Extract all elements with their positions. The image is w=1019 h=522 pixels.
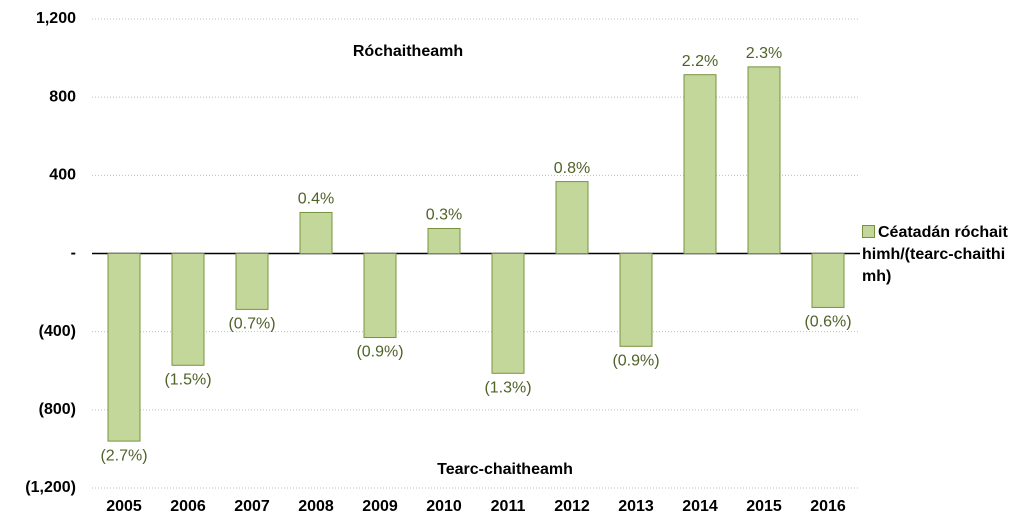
bar (363, 253, 397, 339)
bar (811, 253, 845, 308)
x-tick-label: 2010 (426, 498, 462, 515)
bar (107, 253, 141, 442)
x-tick-label: 2014 (682, 498, 718, 515)
x-tick-label: 2012 (554, 498, 590, 515)
data-label: 2.2% (682, 53, 718, 70)
y-tick-label: 1,200 (36, 10, 76, 27)
bar (235, 253, 269, 310)
bar (619, 253, 653, 347)
x-tick-label: 2008 (298, 498, 334, 515)
x-tick-label: 2016 (810, 498, 846, 515)
y-tick-label: - (71, 245, 76, 262)
data-label: 2.3% (746, 45, 782, 62)
data-label: 0.3% (426, 207, 462, 224)
data-label: (2.7%) (100, 447, 147, 464)
x-tick-label: 2007 (234, 498, 270, 515)
bar (491, 253, 525, 374)
y-tick-label: (400) (39, 323, 76, 340)
data-label: 0.4% (298, 191, 334, 208)
x-tick-label: 2006 (170, 498, 206, 515)
data-label: (0.6%) (804, 314, 851, 331)
data-label: 0.8% (554, 160, 590, 177)
annotation: Tearc-chaitheamh (437, 461, 573, 478)
bar (683, 74, 717, 254)
x-tick-label: 2011 (491, 498, 526, 515)
data-label: (1.3%) (484, 380, 531, 397)
x-tick-label: 2005 (106, 498, 142, 515)
data-label: (0.7%) (228, 316, 275, 333)
data-label: (0.9%) (612, 353, 659, 370)
data-label: (1.5%) (164, 371, 211, 388)
bar (747, 66, 781, 254)
y-tick-label: (800) (39, 401, 76, 418)
y-tick-label: (1,200) (25, 479, 76, 496)
annotation: Róchaitheamh (353, 43, 463, 60)
legend: Céatadán róchaithimh/(tearc-chaithimh) (862, 222, 1012, 288)
y-tick-label: 800 (49, 88, 76, 105)
data-label: (0.9%) (356, 344, 403, 361)
bar (427, 227, 461, 254)
x-tick-label: 2013 (618, 498, 654, 515)
legend-swatch (862, 225, 875, 238)
y-tick-label: 400 (49, 167, 76, 184)
bar (299, 211, 333, 254)
x-tick-label: 2009 (362, 498, 398, 515)
x-tick-label: 2015 (746, 498, 782, 515)
bar (171, 253, 205, 366)
legend-label: Céatadán róchaithimh/(tearc-chaithimh) (862, 224, 1008, 285)
bar (555, 181, 589, 254)
